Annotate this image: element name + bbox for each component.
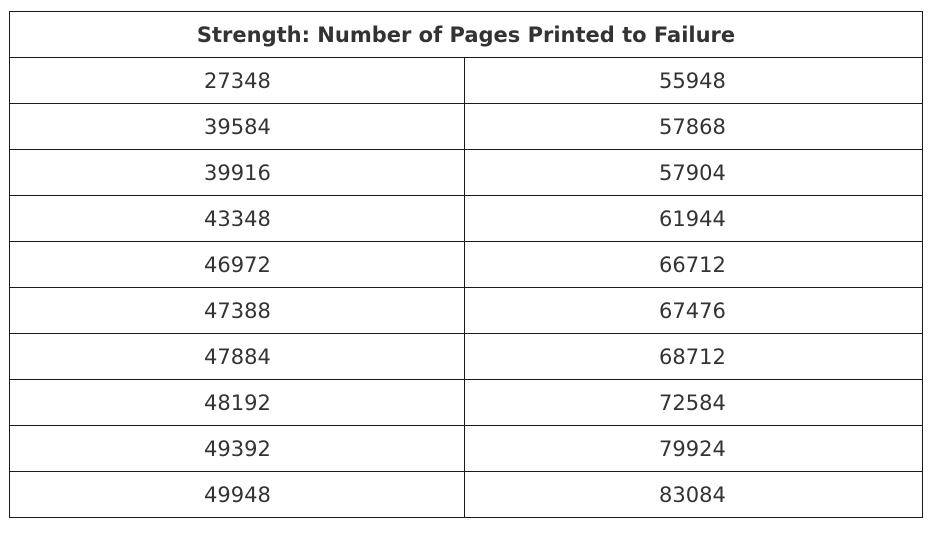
table-cell: 57868 [464,103,923,150]
table-row: 46972 66712 [9,241,923,288]
table-row: 39916 57904 [9,149,923,196]
table-row: 49948 83084 [9,471,923,518]
table-cell: 72584 [464,379,923,426]
table-cell: 83084 [464,471,923,518]
table-cell: 39916 [9,149,465,196]
table-row: 49392 79924 [9,425,923,472]
data-table-container: Strength: Number of Pages Printed to Fai… [9,11,923,518]
table-cell: 57904 [464,149,923,196]
table-row: 43348 61944 [9,195,923,242]
table-cell: 49948 [9,471,465,518]
table-cell: 39584 [9,103,465,150]
table-row: 27348 55948 [9,57,923,104]
table-cell: 66712 [464,241,923,288]
table-row: 39584 57868 [9,103,923,150]
table-row: 47388 67476 [9,287,923,334]
table-cell: 27348 [9,57,465,104]
table-cell: 67476 [464,287,923,334]
table-row: 47884 68712 [9,333,923,380]
table-cell: 68712 [464,333,923,380]
table-title: Strength: Number of Pages Printed to Fai… [9,11,923,58]
table-cell: 79924 [464,425,923,472]
table-row: 48192 72584 [9,379,923,426]
table-cell: 61944 [464,195,923,242]
table-cell: 47388 [9,287,465,334]
table-cell: 49392 [9,425,465,472]
table-cell: 43348 [9,195,465,242]
table-cell: 46972 [9,241,465,288]
table-cell: 48192 [9,379,465,426]
table-cell: 47884 [9,333,465,380]
table-cell: 55948 [464,57,923,104]
table-header-row: Strength: Number of Pages Printed to Fai… [9,11,923,58]
strength-table: Strength: Number of Pages Printed to Fai… [9,11,923,518]
